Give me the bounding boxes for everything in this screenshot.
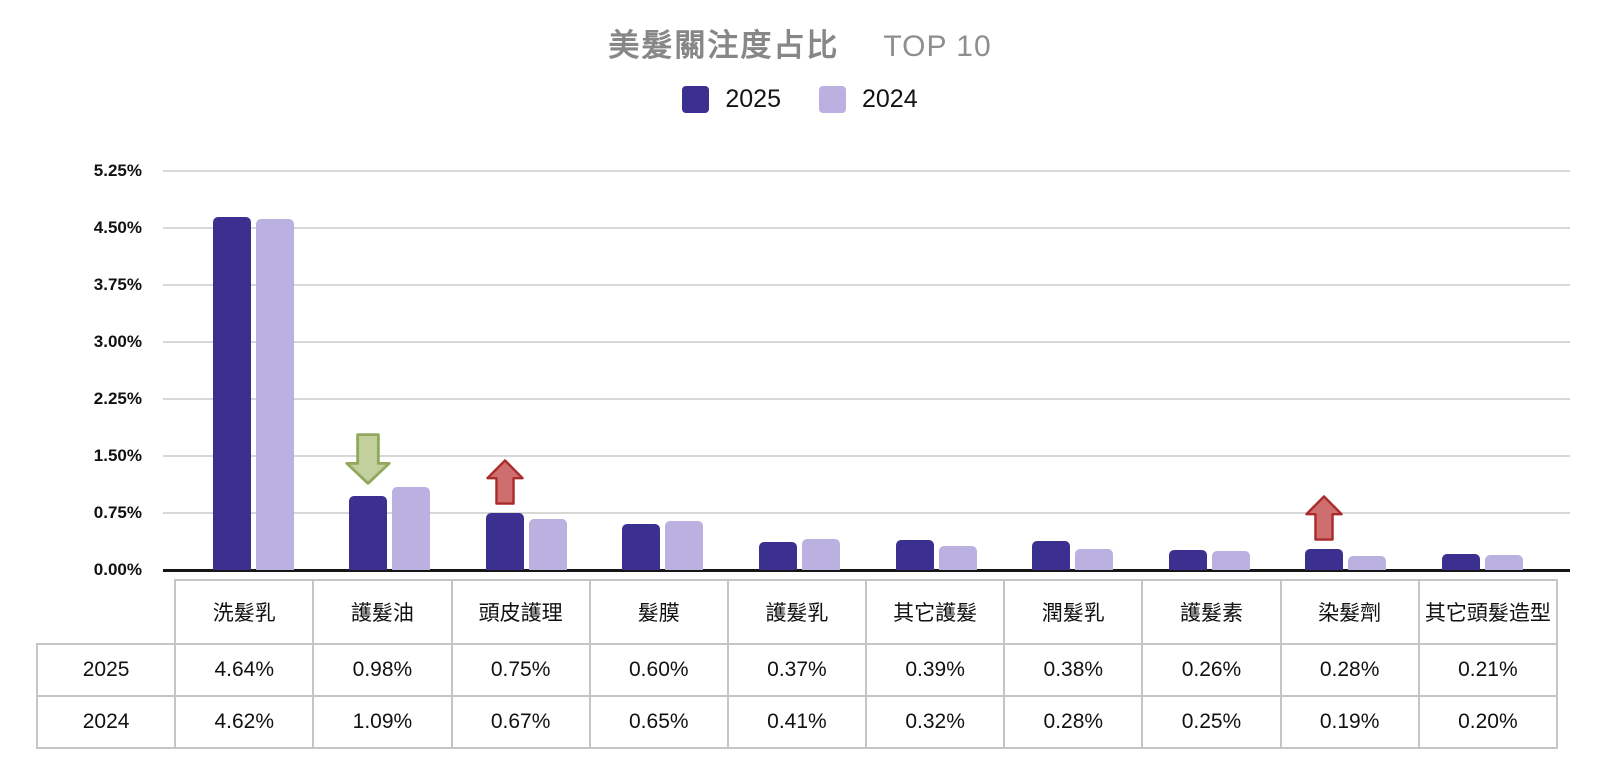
table-cell-2024-髮膜: 0.65% xyxy=(588,695,729,749)
legend-label-2024: 2024 xyxy=(862,85,918,113)
table-cell-2024-其它護髮: 0.32% xyxy=(865,695,1006,749)
bar-2025-其它頭髮造型 xyxy=(1442,554,1480,570)
table-cell-2025-潤髮乳: 0.38% xyxy=(1003,643,1144,697)
table-column-header-護髮油: 護髮油 xyxy=(312,579,453,645)
bar-2024-護髮素 xyxy=(1212,551,1250,570)
legend-item-2025: 2025 xyxy=(682,85,781,114)
chart-title-main: 美髮關注度占比 xyxy=(608,28,840,63)
gridline-0.75% xyxy=(163,512,1570,514)
y-tick-label-0.75%: 0.75% xyxy=(93,503,142,522)
bar-2024-頭皮護理 xyxy=(529,519,567,570)
bar-2025-頭皮護理 xyxy=(486,513,524,570)
y-tick-label-5.25%: 5.25% xyxy=(93,161,142,180)
table-header-row: 洗髮乳 護髮油 頭皮護理 髮膜 護髮乳 其它護髮 潤髮乳 護髮素 染髮劑 其它頭髮造型 xyxy=(37,579,1559,645)
table-cell-2025-護髮乳: 0.37% xyxy=(726,643,868,697)
chart-title: 美髮關注度占比 TOP 10 xyxy=(0,27,1600,66)
table-cell-2025-護髮油: 0.98% xyxy=(312,643,453,697)
table-column-header-其它頭髮造型: 其它頭髮造型 xyxy=(1417,579,1559,645)
gridline-3.00% xyxy=(163,341,1570,343)
table-cell-2025-頭皮護理: 0.75% xyxy=(450,643,591,697)
table-row-label-2024: 2024 xyxy=(35,695,177,749)
table-column-header-護髮素: 護髮素 xyxy=(1141,579,1282,645)
bar-2024-髮膜 xyxy=(665,521,703,570)
table-cell-2025-其它頭髮造型: 0.21% xyxy=(1417,643,1559,697)
gridline-2.25% xyxy=(163,398,1570,400)
bar-2024-其它頭髮造型 xyxy=(1485,555,1523,570)
table-cell-2025-其它護髮: 0.39% xyxy=(865,643,1006,697)
legend-label-2025: 2025 xyxy=(725,85,781,113)
table-cell-2024-其它頭髮造型: 0.20% xyxy=(1417,695,1559,749)
gridline-5.25% xyxy=(163,170,1570,172)
y-tick-label-4.50%: 4.50% xyxy=(93,218,142,237)
gridline-4.50% xyxy=(163,227,1570,229)
bar-2024-洗髮乳 xyxy=(256,219,294,570)
bar-2025-護髮油 xyxy=(349,496,387,570)
x-axis-baseline xyxy=(163,569,1570,572)
table-cell-2024-洗髮乳: 4.62% xyxy=(174,695,315,749)
table-column-header-潤髮乳: 潤髮乳 xyxy=(1003,579,1144,645)
gridline-3.75% xyxy=(163,284,1570,286)
table-row-label-2025: 2025 xyxy=(35,643,177,697)
y-tick-label-1.50%: 1.50% xyxy=(93,446,142,465)
bar-2025-護髮素 xyxy=(1169,550,1207,570)
bar-chart-plot-area: 5.25% 4.50% 3.75% 3.00% 2.25% 1.50% 0.75% 0.00% xyxy=(93,161,1570,579)
bar-2025-染髮劑 xyxy=(1305,549,1343,570)
table-cell-2024-染髮劑: 0.19% xyxy=(1279,695,1420,749)
data-table: 洗髮乳 護髮油 頭皮護理 髮膜 護髮乳 其它護髮 潤髮乳 護髮素 染髮劑 其它頭髮造型 2025 4.… xyxy=(35,579,1559,749)
table-cell-2025-護髮素: 0.26% xyxy=(1141,643,1282,697)
bar-2024-染髮劑 xyxy=(1348,556,1386,570)
arrow-up-icon xyxy=(1305,495,1343,541)
bar-2025-洗髮乳 xyxy=(213,217,251,570)
chart-title-suffix: TOP 10 xyxy=(883,30,992,63)
y-tick-label-3.00%: 3.00% xyxy=(93,332,142,351)
bar-2024-護髮油 xyxy=(392,487,430,570)
bar-2024-護髮乳 xyxy=(802,539,840,570)
table-cell-2024-潤髮乳: 0.28% xyxy=(1003,695,1144,749)
y-tick-label-0.00%: 0.00% xyxy=(93,560,142,579)
table-column-header-頭皮護理: 頭皮護理 xyxy=(450,579,591,645)
legend-item-2024: 2024 xyxy=(819,85,918,114)
bar-2025-其它護髮 xyxy=(896,540,934,570)
legend-swatch-2025 xyxy=(682,86,710,113)
table-cell-2025-髮膜: 0.60% xyxy=(588,643,729,697)
table-cell-2024-護髮油: 1.09% xyxy=(312,695,453,749)
table-cell-2025-染髮劑: 0.28% xyxy=(1279,643,1420,697)
bar-2024-潤髮乳 xyxy=(1075,549,1113,570)
table-column-header-染髮劑: 染髮劑 xyxy=(1279,579,1420,645)
table-cell-2024-頭皮護理: 0.67% xyxy=(450,695,591,749)
bar-2025-護髮乳 xyxy=(759,542,797,570)
chart-legend: 2025 2024 xyxy=(0,85,1600,114)
bar-2025-潤髮乳 xyxy=(1032,541,1070,570)
bar-2024-其它護髮 xyxy=(939,546,977,570)
table-column-header-其它護髮: 其它護髮 xyxy=(865,579,1006,645)
table-column-header-護髮乳: 護髮乳 xyxy=(726,579,868,645)
arrow-down-icon xyxy=(345,433,391,485)
table-cell-2024-護髮素: 0.25% xyxy=(1141,695,1282,749)
y-tick-label-2.25%: 2.25% xyxy=(93,389,142,408)
table-row-2025: 2025 4.64% 0.98% 0.75% 0.60% 0.37% 0.39% 0.38% 0… xyxy=(35,643,1559,697)
arrow-up-icon xyxy=(486,459,524,505)
table-corner-blank xyxy=(37,580,175,644)
bar-2025-髮膜 xyxy=(622,524,660,570)
table-row-2024: 2024 4.62% 1.09% 0.67% 0.65% 0.41% 0.32% 0.28% 0… xyxy=(35,695,1559,749)
table-column-header-髮膜: 髮膜 xyxy=(588,579,729,645)
table-column-header-洗髮乳: 洗髮乳 xyxy=(174,579,315,645)
table-cell-2025-洗髮乳: 4.64% xyxy=(174,643,315,697)
gridline-1.50% xyxy=(163,455,1570,457)
table-cell-2024-護髮乳: 0.41% xyxy=(726,695,868,749)
legend-swatch-2024 xyxy=(819,86,846,113)
y-tick-label-3.75%: 3.75% xyxy=(93,275,142,294)
